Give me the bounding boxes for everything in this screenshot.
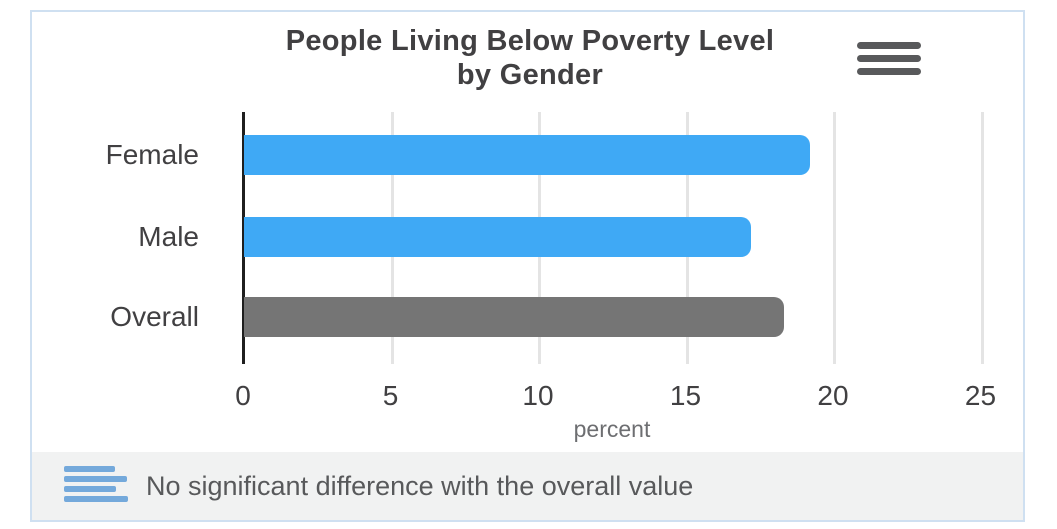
hamburger-menu-icon[interactable] [857,42,921,76]
x-tick-label-0: 0 [235,380,251,411]
footnote-bar: No significant difference with the overa… [32,452,1023,520]
x-tick-label-5: 5 [382,380,399,411]
mini-bar-chart-icon [64,466,130,506]
menu-bar [857,55,921,62]
gridline-20 [833,112,836,364]
category-label-female: Female [105,139,199,170]
menu-bar [857,42,921,49]
x-tick-label-10: 10 [522,380,554,411]
x-tick-label-25: 25 [964,380,997,411]
gridline-25 [980,112,984,364]
mini-bar-4 [64,496,128,502]
bar-chart-plot-area: percent Female Male Overall 0 5 10 15 20 25 [32,12,1023,520]
menu-bar [857,68,921,75]
chart-title: People Living Below Poverty Level by Gen… [180,24,880,92]
mini-bar-3 [64,486,116,492]
x-tick-label-15: 15 [669,380,702,411]
mini-bar-1 [64,466,115,472]
mini-bar-2 [64,476,127,482]
footnote-text: No significant difference with the overa… [146,470,694,501]
x-tick-label-20: 20 [817,380,849,411]
chart-card: People Living Below Poverty Level by Gen… [30,10,1025,522]
y-axis-line [242,112,245,364]
chart-title-line-2: by Gender [456,59,604,91]
category-label-overall: Overall [110,301,199,332]
bar-male[interactable] [244,217,752,257]
category-label-male: Male [138,221,199,252]
chart-title-line-1: People Living Below Poverty Level [285,25,775,57]
bar-female[interactable] [244,135,811,175]
x-axis-label: percent [573,416,651,442]
bar-overall[interactable] [244,297,784,337]
